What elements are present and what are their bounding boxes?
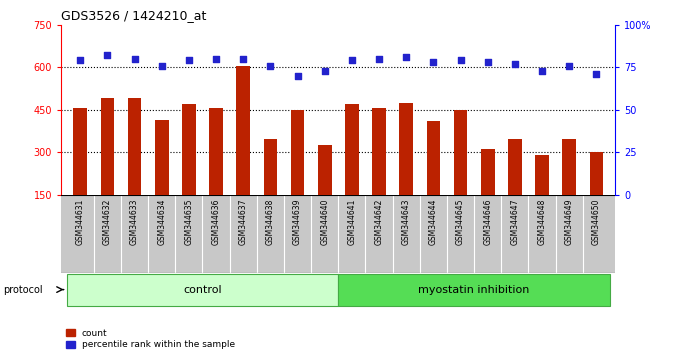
Text: GSM344640: GSM344640	[320, 199, 329, 245]
Text: GSM344646: GSM344646	[483, 199, 492, 245]
Text: GSM344631: GSM344631	[75, 199, 85, 245]
Point	[564, 63, 575, 68]
Bar	[535, 155, 549, 237]
Text: GSM344648: GSM344648	[538, 199, 547, 245]
Text: GSM344637: GSM344637	[239, 199, 248, 245]
Point	[346, 58, 357, 63]
Point	[455, 58, 466, 63]
Text: GSM344647: GSM344647	[511, 199, 520, 245]
Point	[265, 63, 276, 68]
Bar	[128, 98, 141, 237]
Bar	[101, 98, 114, 237]
Text: GSM344650: GSM344650	[592, 199, 601, 245]
Bar	[182, 104, 196, 237]
Point	[428, 59, 439, 65]
Point	[238, 56, 249, 62]
Bar	[155, 120, 169, 237]
Text: GSM344639: GSM344639	[293, 199, 302, 245]
Bar	[237, 66, 250, 237]
Bar	[291, 110, 305, 237]
Point	[211, 56, 222, 62]
Text: myostatin inhibition: myostatin inhibition	[418, 285, 530, 295]
Text: GSM344634: GSM344634	[157, 199, 166, 245]
Bar	[508, 139, 522, 237]
Legend: count, percentile rank within the sample: count, percentile rank within the sample	[66, 329, 235, 349]
Text: GSM344636: GSM344636	[211, 199, 220, 245]
Bar	[590, 152, 603, 237]
Bar	[345, 104, 358, 237]
Point	[75, 58, 86, 63]
Point	[129, 56, 140, 62]
Bar	[339, 274, 610, 306]
Point	[373, 56, 384, 62]
Text: GSM344642: GSM344642	[375, 199, 384, 245]
Text: GSM344638: GSM344638	[266, 199, 275, 245]
Text: GSM344643: GSM344643	[402, 199, 411, 245]
Text: GSM344635: GSM344635	[184, 199, 193, 245]
Text: GDS3526 / 1424210_at: GDS3526 / 1424210_at	[61, 9, 207, 22]
Point	[591, 71, 602, 77]
Point	[156, 63, 167, 68]
Bar	[372, 108, 386, 237]
Bar	[264, 139, 277, 237]
Bar	[399, 103, 413, 237]
Text: GSM344649: GSM344649	[564, 199, 574, 245]
Text: control: control	[183, 285, 222, 295]
Bar	[209, 108, 223, 237]
Point	[537, 68, 547, 74]
Point	[482, 59, 493, 65]
Text: GSM344644: GSM344644	[429, 199, 438, 245]
Bar	[67, 274, 339, 306]
Text: protocol: protocol	[3, 285, 43, 295]
Point	[320, 68, 330, 74]
Text: GSM344641: GSM344641	[347, 199, 356, 245]
Bar	[318, 145, 332, 237]
Bar	[481, 149, 494, 237]
Point	[292, 73, 303, 79]
Point	[509, 61, 520, 67]
Text: GSM344633: GSM344633	[130, 199, 139, 245]
Point	[102, 52, 113, 58]
Point	[401, 54, 411, 60]
Text: GSM344645: GSM344645	[456, 199, 465, 245]
Point	[184, 58, 194, 63]
Bar	[562, 139, 576, 237]
Bar	[426, 121, 440, 237]
Bar	[73, 108, 87, 237]
Bar	[454, 110, 467, 237]
Text: GSM344632: GSM344632	[103, 199, 112, 245]
